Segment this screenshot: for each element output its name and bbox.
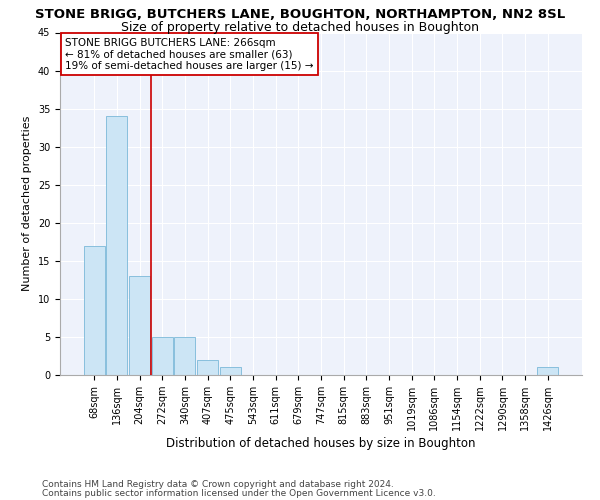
Text: Size of property relative to detached houses in Boughton: Size of property relative to detached ho… bbox=[121, 21, 479, 34]
Bar bbox=[175, 337, 196, 375]
Y-axis label: Number of detached properties: Number of detached properties bbox=[22, 116, 32, 292]
Bar bbox=[106, 116, 127, 375]
Text: Contains HM Land Registry data © Crown copyright and database right 2024.: Contains HM Land Registry data © Crown c… bbox=[42, 480, 394, 489]
Bar bbox=[220, 368, 241, 375]
Text: STONE BRIGG, BUTCHERS LANE, BOUGHTON, NORTHAMPTON, NN2 8SL: STONE BRIGG, BUTCHERS LANE, BOUGHTON, NO… bbox=[35, 8, 565, 20]
Text: Contains public sector information licensed under the Open Government Licence v3: Contains public sector information licen… bbox=[42, 488, 436, 498]
Bar bbox=[197, 360, 218, 375]
Bar bbox=[538, 368, 558, 375]
X-axis label: Distribution of detached houses by size in Boughton: Distribution of detached houses by size … bbox=[166, 438, 476, 450]
Bar bbox=[152, 337, 173, 375]
Bar bbox=[84, 246, 104, 375]
Text: STONE BRIGG BUTCHERS LANE: 266sqm
← 81% of detached houses are smaller (63)
19% : STONE BRIGG BUTCHERS LANE: 266sqm ← 81% … bbox=[65, 38, 314, 71]
Bar bbox=[129, 276, 150, 375]
